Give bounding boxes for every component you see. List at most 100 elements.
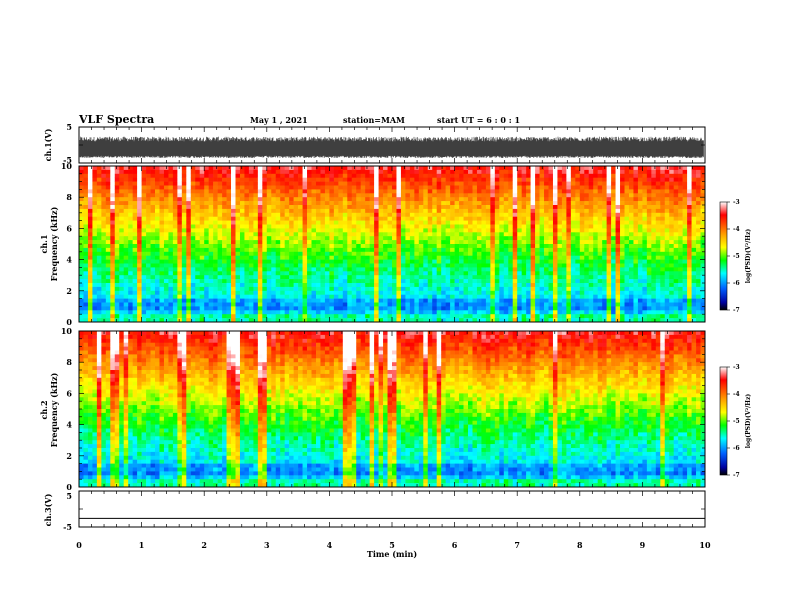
spectrogram-cell bbox=[119, 201, 125, 206]
spectrogram-cell bbox=[244, 185, 250, 190]
spectrogram-cell bbox=[369, 173, 375, 178]
spectrogram-cell bbox=[472, 302, 478, 307]
spectrogram-cell bbox=[324, 279, 330, 284]
spectrogram-cell bbox=[535, 224, 540, 229]
spectrogram-cell bbox=[244, 208, 250, 214]
spectrogram-cell bbox=[186, 193, 192, 198]
spectrogram-cell bbox=[159, 169, 165, 175]
spectrogram-cell bbox=[199, 173, 205, 178]
spectrogram-cell bbox=[400, 201, 406, 206]
spectrogram-cell bbox=[427, 220, 433, 225]
spectrogram-cell bbox=[409, 193, 415, 198]
spectrogram-cell bbox=[508, 294, 514, 299]
spectrogram-cell bbox=[217, 208, 223, 214]
spectrogram-cell bbox=[298, 318, 303, 323]
spectrogram-cell bbox=[96, 240, 102, 245]
spectrogram-cell bbox=[544, 267, 549, 272]
spectrogram-cell bbox=[360, 283, 366, 288]
spectrogram-cell bbox=[476, 236, 482, 241]
spectrogram-cell bbox=[105, 279, 111, 284]
spectrogram-cell bbox=[172, 286, 178, 292]
spectrogram-cell bbox=[392, 197, 397, 202]
spectrogram-cell bbox=[418, 166, 424, 171]
spectrogram-cell bbox=[517, 251, 522, 256]
spectrogram-cell bbox=[365, 232, 370, 237]
spectrogram-cell bbox=[298, 232, 303, 237]
spectrogram-cell bbox=[459, 232, 464, 237]
spectrogram-cell bbox=[557, 275, 563, 280]
spectrogram-cell bbox=[199, 283, 205, 288]
spectrogram-cell bbox=[186, 205, 192, 210]
spectrogram-cell bbox=[87, 286, 93, 292]
spectrogram-cell bbox=[114, 247, 120, 253]
spectrogram-cell bbox=[168, 177, 174, 182]
spectrogram-cell bbox=[454, 173, 460, 178]
spectrogram-cell bbox=[593, 290, 598, 295]
spectrogram-cell bbox=[445, 197, 451, 202]
spectrogram-cell bbox=[584, 298, 590, 303]
spectrogram-cell bbox=[414, 294, 420, 299]
spectrogram-cell bbox=[427, 205, 433, 210]
spectrogram-cell bbox=[459, 267, 464, 272]
spectrogram-cell bbox=[387, 263, 393, 268]
spectrogram-cell bbox=[159, 193, 165, 198]
spectrogram-cell bbox=[405, 185, 411, 190]
spectrogram-cell bbox=[606, 298, 612, 303]
spectrogram-cell bbox=[400, 302, 406, 307]
spectrogram-cell bbox=[333, 177, 339, 182]
spectrogram-cell bbox=[620, 228, 625, 233]
spectrogram-cell bbox=[499, 240, 505, 245]
spectrogram-cell bbox=[503, 255, 509, 260]
spectrogram-cell bbox=[280, 212, 285, 217]
spectrogram-cell bbox=[512, 314, 518, 319]
spectrogram-cell bbox=[257, 166, 263, 171]
spectrogram-cell bbox=[365, 193, 370, 198]
spectrogram-cell bbox=[172, 193, 178, 198]
spectrogram-cell bbox=[293, 244, 299, 249]
spectrogram-cell bbox=[369, 306, 375, 311]
spectrogram-cell bbox=[508, 185, 514, 190]
spectrogram-cell bbox=[204, 267, 209, 272]
spectrogram-cell bbox=[548, 169, 554, 175]
spectrogram-cell bbox=[83, 181, 89, 186]
spectrogram-cell bbox=[481, 290, 487, 295]
spectrogram-cell bbox=[105, 177, 111, 182]
spectrogram-cell bbox=[114, 240, 120, 245]
spectrogram-cell bbox=[110, 306, 116, 311]
spectrogram-cell bbox=[405, 290, 411, 295]
spectrogram-cell bbox=[79, 166, 84, 171]
spectrogram-cell bbox=[374, 212, 379, 217]
spectrogram-cell bbox=[96, 263, 102, 268]
spectrogram-cell bbox=[588, 173, 594, 178]
spectrogram-cell bbox=[172, 232, 178, 237]
spectrogram-cell bbox=[418, 286, 424, 292]
spectrogram-cell bbox=[302, 255, 308, 260]
spectrogram-cell bbox=[566, 275, 572, 280]
spectrogram-cell bbox=[476, 197, 482, 202]
spectrogram-cell bbox=[503, 244, 509, 249]
spectrogram-cell bbox=[557, 251, 563, 256]
spectrogram-cell bbox=[468, 185, 473, 190]
spectrogram-cell bbox=[302, 310, 308, 315]
spectrogram-cell bbox=[186, 181, 192, 186]
spectrogram-cell bbox=[517, 275, 522, 280]
spectrogram-cell bbox=[262, 197, 268, 202]
spectrogram-cell bbox=[423, 290, 429, 295]
spectrogram-cell bbox=[262, 169, 268, 175]
spectrogram-cell bbox=[459, 290, 464, 295]
spectrogram-cell bbox=[110, 290, 116, 295]
spectrogram-cell bbox=[356, 232, 361, 237]
spectrogram-cell bbox=[615, 318, 621, 323]
spectrogram-cell bbox=[615, 228, 621, 233]
spectrogram-cell bbox=[213, 251, 218, 256]
spectrogram-cell bbox=[427, 201, 433, 206]
spectrogram-cell bbox=[414, 310, 420, 315]
spectrogram-cell bbox=[566, 267, 572, 272]
spectrogram-cell bbox=[436, 310, 442, 315]
spectrogram-cell bbox=[257, 193, 263, 198]
spectrogram-cell bbox=[441, 181, 446, 186]
spectrogram-cell bbox=[123, 302, 129, 307]
spectrogram-cell bbox=[324, 314, 330, 319]
spectrogram-cell bbox=[374, 318, 379, 323]
spectrogram-cell bbox=[561, 290, 567, 295]
